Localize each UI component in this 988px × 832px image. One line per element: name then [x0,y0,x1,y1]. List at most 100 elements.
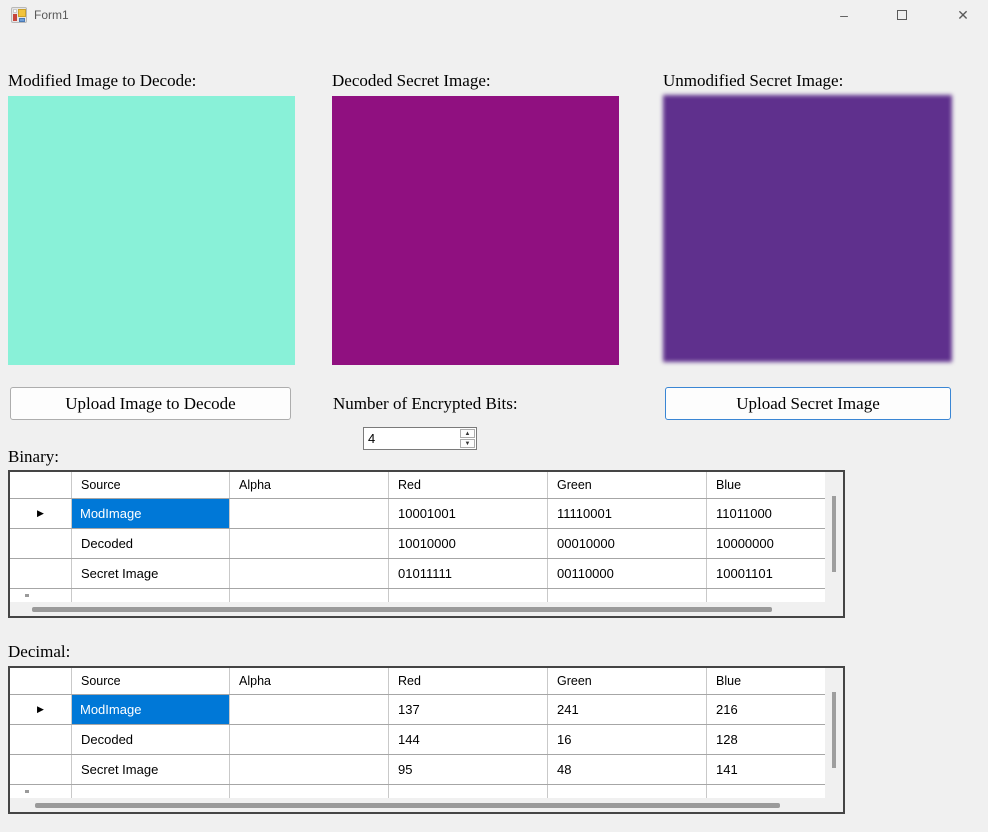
encrypted-bits-label: Number of Encrypted Bits: [333,394,518,413]
cell-alpha[interactable] [230,695,389,724]
close-button[interactable]: ✕ [938,0,988,30]
column-header-alpha[interactable]: Alpha [230,668,389,694]
spin-up-button[interactable]: ▲ [460,429,475,438]
cell-source[interactable]: Decoded [72,725,230,754]
row-header-cell[interactable] [10,785,72,798]
cell-red[interactable]: 10010000 [389,529,548,558]
decoded-image-label: Decoded Secret Image: [332,71,491,90]
binary-section-label: Binary: [8,447,59,466]
table-row: ▶ ModImage 10001001 11110001 11011000 [10,499,825,529]
cell-blue[interactable]: 128 [716,732,738,747]
horizontal-scrollbar[interactable] [10,798,843,812]
upload-decode-button[interactable]: Upload Image to Decode [10,387,291,420]
binary-table: Source Alpha Red Green Blue ▶ ModImage 1… [8,470,845,618]
row-header-cell[interactable]: ▶ [10,499,72,528]
cell-blue[interactable]: 10001101 [716,566,773,581]
cell-green[interactable]: 11110001 [548,499,707,528]
table-row: Decoded 10010000 00010000 10000000 [10,529,825,559]
new-row-indicator [25,594,29,597]
table-header-row: Source Alpha Red Green Blue [10,472,825,499]
column-header-blue[interactable]: Blue [716,674,742,688]
maximize-icon [897,10,907,20]
minimize-button[interactable]: – [821,0,867,30]
close-icon: ✕ [957,6,969,23]
cell-alpha[interactable] [230,529,389,558]
app-icon [11,7,27,23]
horizontal-scrollbar-thumb[interactable] [32,607,772,612]
cell-red[interactable]: 137 [389,695,548,724]
cell-blue[interactable]: 141 [716,762,738,777]
encrypted-bits-value[interactable]: 4 [368,431,376,446]
cell-alpha[interactable] [230,755,389,784]
table-new-row [10,785,825,798]
cell-source[interactable]: Secret Image [72,755,230,784]
title-bar: Form1 – ✕ [0,0,988,30]
column-header-blue[interactable]: Blue [716,478,742,492]
table-row: Secret Image 01011111 00110000 10001101 [10,559,825,589]
spin-up-icon: ▲ [464,430,471,437]
vertical-scrollbar[interactable] [825,472,843,602]
vertical-scrollbar-thumb[interactable] [832,496,836,572]
table-header-row: Source Alpha Red Green Blue [10,668,825,695]
cell-alpha[interactable] [230,499,389,528]
table-row: ▶ ModImage 137 241 216 [10,695,825,725]
row-header-cell[interactable] [10,529,72,558]
spin-down-button[interactable]: ▼ [460,439,475,448]
cell-alpha[interactable] [230,559,389,588]
table-row: Decoded 144 16 128 [10,725,825,755]
new-row-indicator [25,790,29,793]
table-new-row [10,589,825,602]
column-header-red[interactable]: Red [389,668,548,694]
mod-image-picturebox [8,96,295,365]
horizontal-scrollbar[interactable] [10,602,843,616]
cell-green[interactable]: 00010000 [548,529,707,558]
cell-source[interactable]: Secret Image [72,559,230,588]
cell-red[interactable]: 01011111 [389,559,548,588]
column-header-green[interactable]: Green [548,472,707,498]
decimal-table: Source Alpha Red Green Blue ▶ ModImage 1… [8,666,845,814]
window-title: Form1 [34,8,69,22]
cell-source[interactable]: ModImage [72,695,230,724]
row-header-cell[interactable] [10,559,72,588]
row-header-cell[interactable] [10,668,72,694]
spin-down-icon: ▼ [464,440,471,447]
cell-green[interactable]: 00110000 [548,559,707,588]
decoded-image-picturebox [332,96,619,365]
cell-green[interactable]: 241 [548,695,707,724]
cell-green[interactable]: 48 [548,755,707,784]
horizontal-scrollbar-thumb[interactable] [35,803,780,808]
row-header-cell[interactable] [10,472,72,498]
cell-alpha[interactable] [230,725,389,754]
cell-red[interactable]: 95 [389,755,548,784]
row-header-cell[interactable] [10,725,72,754]
cell-blue[interactable]: 11011000 [716,506,772,521]
secret-image-label: Unmodified Secret Image: [663,71,844,90]
row-header-cell[interactable]: ▶ [10,695,72,724]
mod-image-label: Modified Image to Decode: [8,71,197,90]
column-header-red[interactable]: Red [389,472,548,498]
encrypted-bits-stepper[interactable]: 4 ▲ ▼ [363,427,477,450]
vertical-scrollbar-thumb[interactable] [832,692,836,768]
column-header-source[interactable]: Source [72,668,230,694]
current-row-indicator-icon: ▶ [37,704,44,714]
table-row: Secret Image 95 48 141 [10,755,825,785]
secret-image-picturebox [663,95,952,362]
upload-secret-button[interactable]: Upload Secret Image [665,387,951,420]
cell-red[interactable]: 10001001 [389,499,548,528]
cell-source[interactable]: ModImage [72,499,230,528]
cell-source[interactable]: Decoded [72,529,230,558]
row-header-cell[interactable] [10,589,72,602]
column-header-alpha[interactable]: Alpha [230,472,389,498]
minimize-icon: – [840,7,848,23]
cell-red[interactable]: 144 [389,725,548,754]
vertical-scrollbar[interactable] [825,668,843,798]
cell-green[interactable]: 16 [548,725,707,754]
column-header-green[interactable]: Green [548,668,707,694]
cell-blue[interactable]: 10000000 [716,536,774,551]
decimal-section-label: Decimal: [8,642,71,661]
column-header-source[interactable]: Source [72,472,230,498]
cell-blue[interactable]: 216 [716,702,738,717]
row-header-cell[interactable] [10,755,72,784]
maximize-button[interactable] [879,0,925,30]
